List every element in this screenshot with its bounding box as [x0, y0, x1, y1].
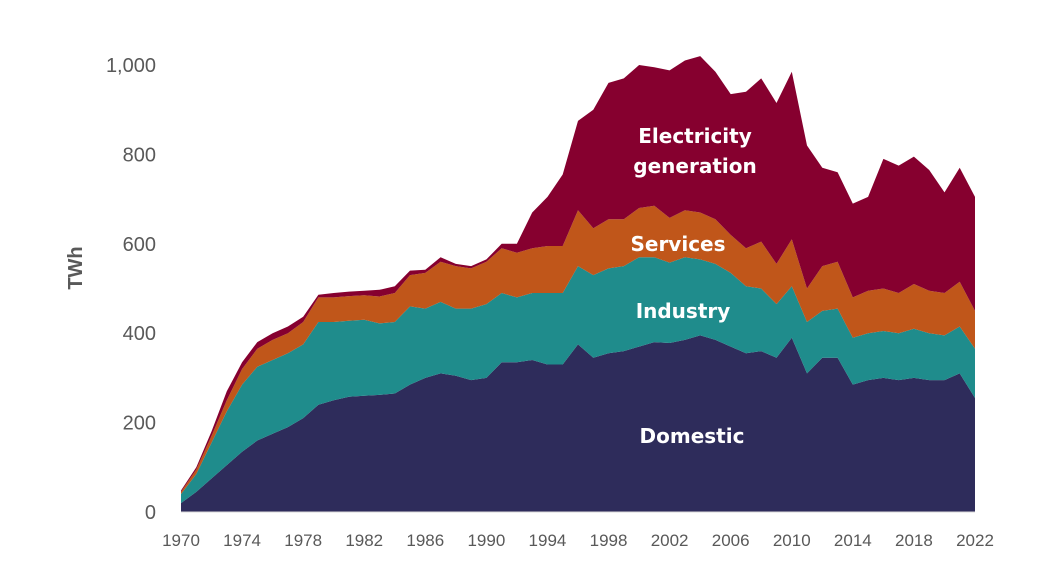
series-label-line: Industry	[636, 299, 731, 323]
x-tick-label: 2022	[956, 531, 994, 550]
x-tick-label: 1994	[529, 531, 567, 550]
x-tick-label: 2014	[834, 531, 872, 550]
x-tick-label: 1986	[406, 531, 444, 550]
area-domestic	[181, 335, 975, 512]
y-tick-label: 800	[123, 144, 156, 166]
y-tick-label: 200	[123, 413, 156, 435]
x-tick-label: 2018	[895, 531, 933, 550]
y-tick-label: 400	[123, 323, 156, 345]
y-tick-label: 600	[123, 234, 156, 256]
area-electricity-generation	[181, 56, 975, 492]
area-services	[181, 205, 975, 495]
series-label-line: generation	[633, 154, 756, 178]
x-tick-label: 2002	[651, 531, 689, 550]
x-tick-label: 2006	[712, 531, 750, 550]
y-axis-label: TWh	[65, 246, 87, 289]
series-label-line: Domestic	[640, 424, 745, 448]
x-tick-label: 1970	[162, 531, 200, 550]
x-tick-label: 1982	[345, 531, 383, 550]
x-tick-label: 1974	[223, 531, 261, 550]
area-industry	[181, 257, 975, 504]
series-labels: Electricity generation Services Industry Dom…	[630, 124, 756, 448]
area-layer	[181, 56, 975, 512]
y-axis: 0 200 400 600 800 1,000	[106, 55, 156, 524]
series-label-industry: Industry	[636, 299, 731, 323]
series-label-services: Services	[630, 232, 725, 256]
x-axis: 1970 1974 1978 1982 1986 1990 1994 1998 2002 2006…	[162, 511, 994, 550]
series-label-domestic: Domestic	[640, 424, 745, 448]
x-tick-label: 1978	[284, 531, 322, 550]
series-label-line: Services	[630, 232, 725, 256]
y-tick-label: 0	[145, 502, 156, 524]
series-label-line: Electricity	[638, 124, 752, 148]
series-label-electricity-generation: Electricity generation	[633, 124, 756, 178]
x-tick-label: 1998	[590, 531, 628, 550]
x-tick-label: 1990	[467, 531, 505, 550]
x-tick-label: 2010	[773, 531, 811, 550]
y-tick-label: 1,000	[106, 55, 156, 77]
